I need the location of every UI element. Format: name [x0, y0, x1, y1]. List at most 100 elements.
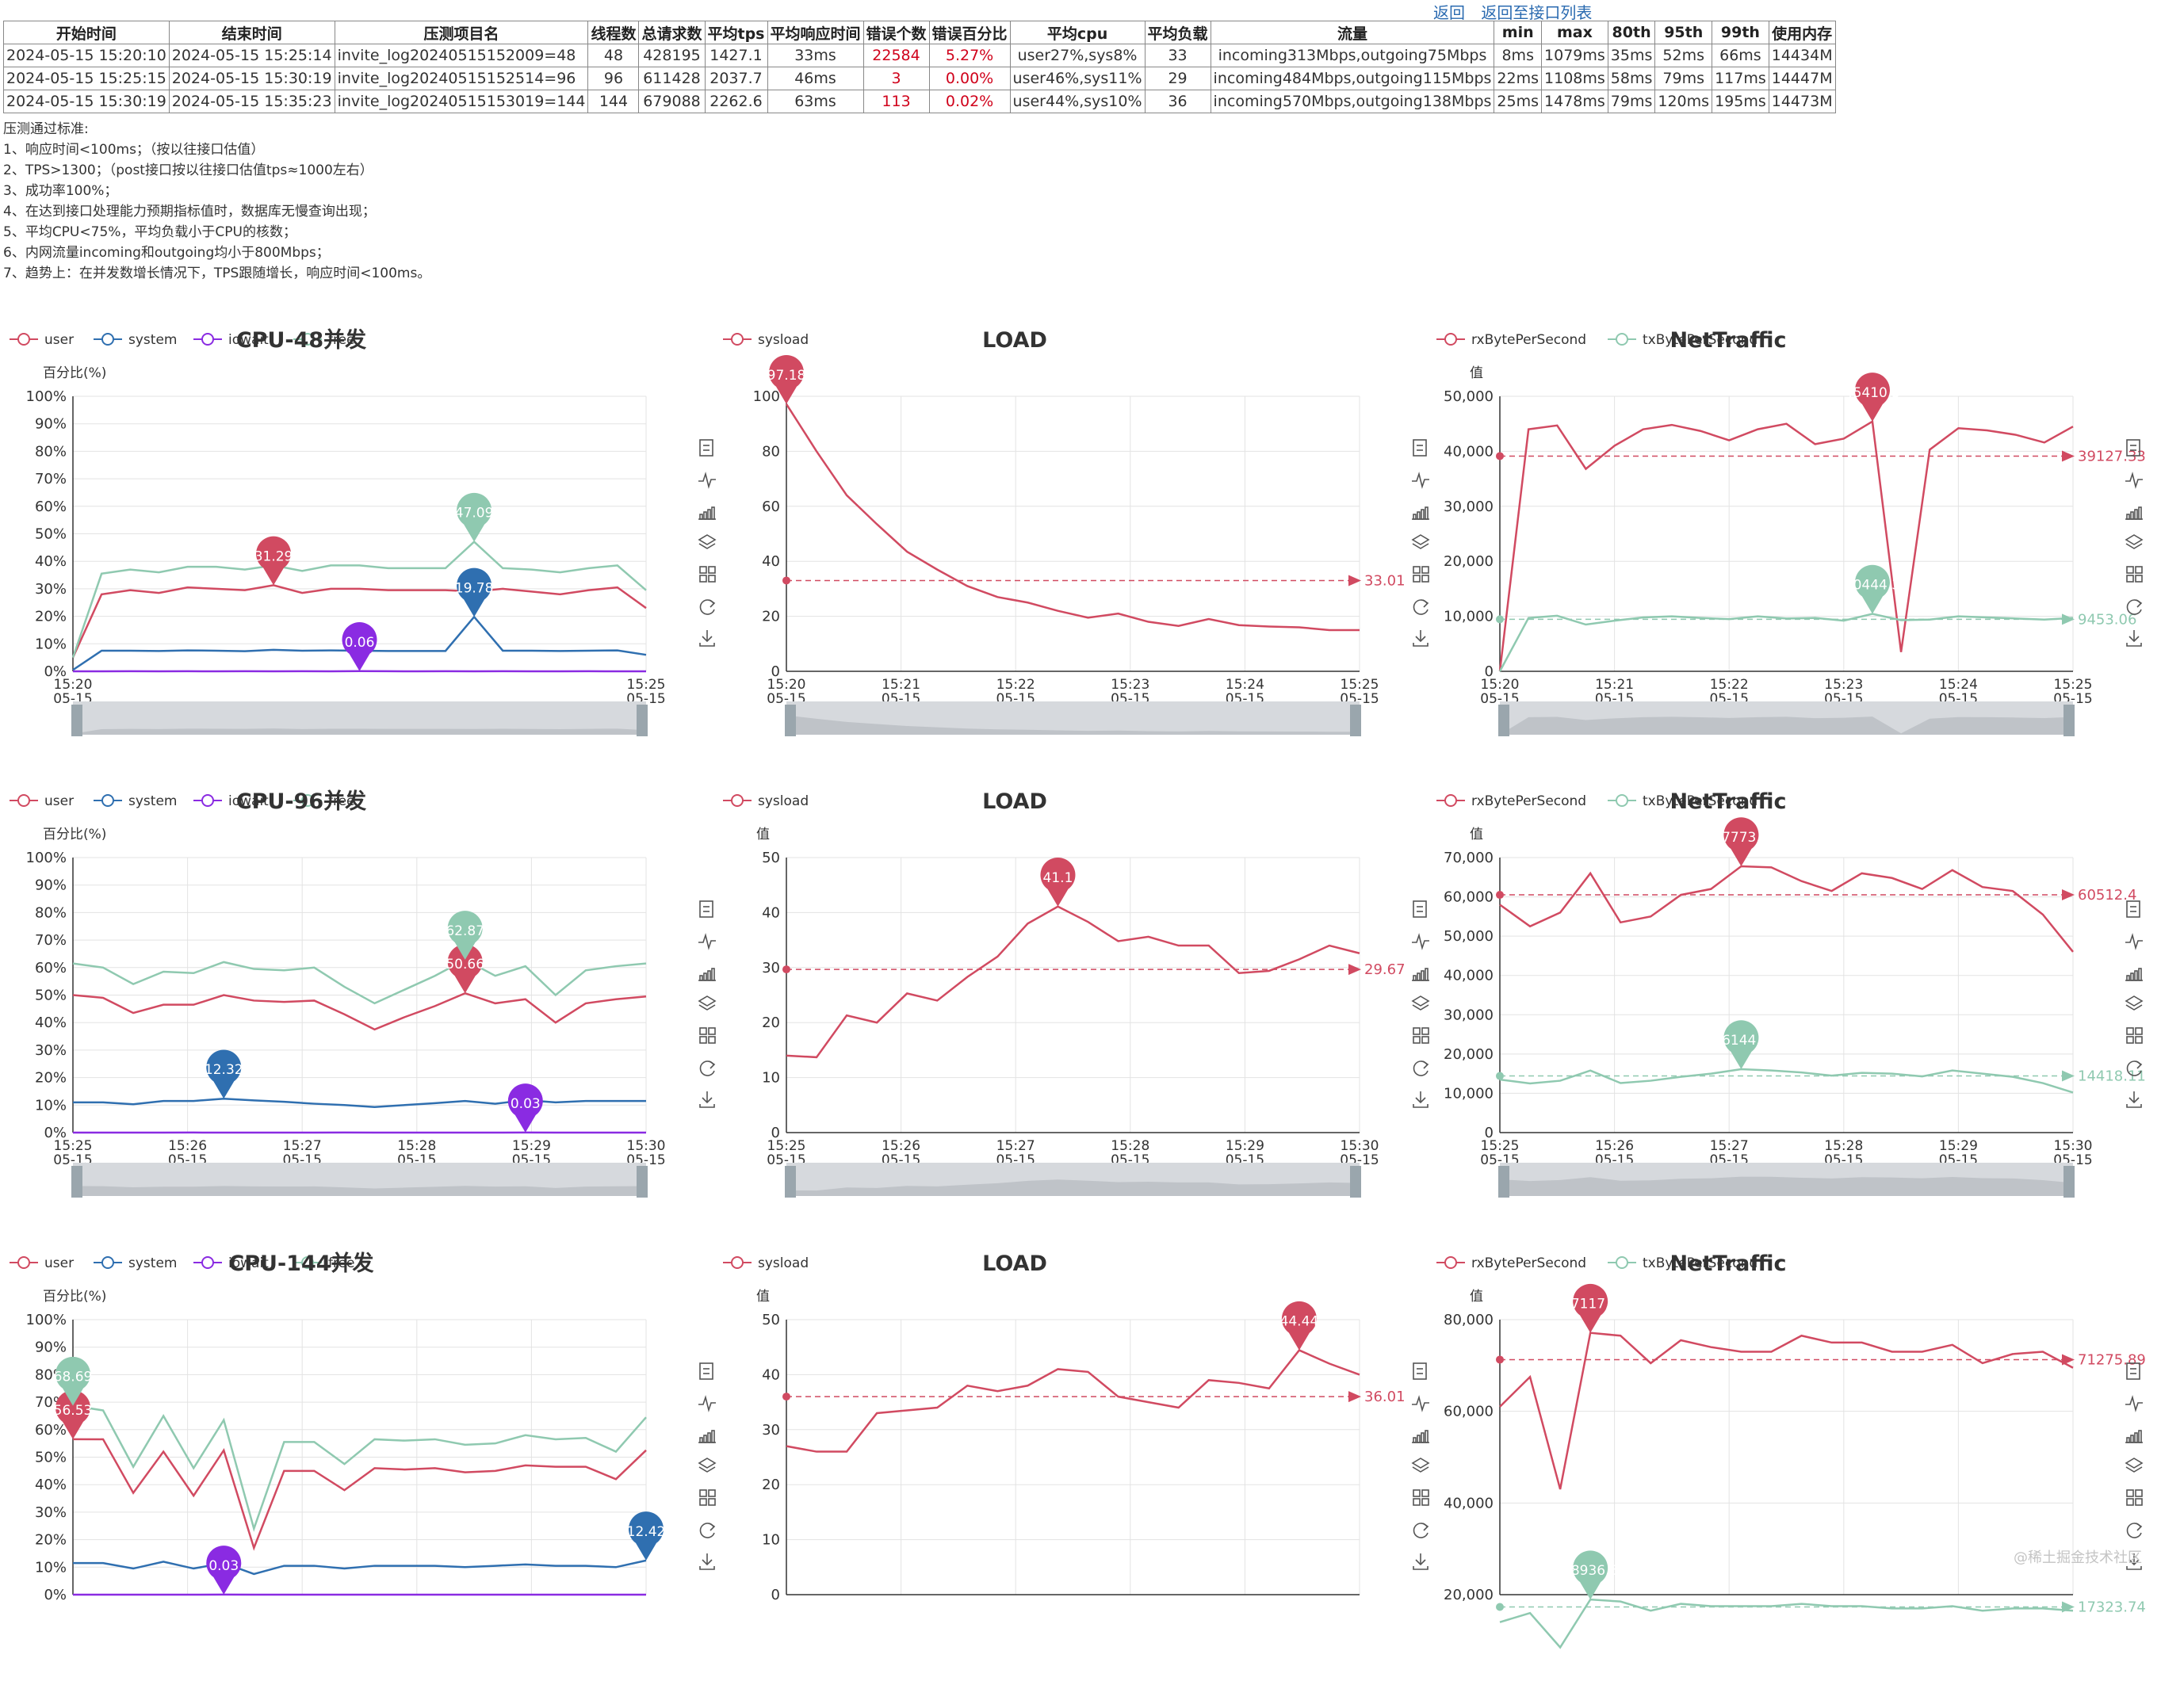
back-to-api-list-link[interactable]: 返回至接口列表: [1481, 3, 1592, 22]
download-icon[interactable]: [1413, 1553, 1428, 1569]
stack-icon[interactable]: [1413, 535, 1429, 548]
legend-item-rxBytePerSecond[interactable]: rxBytePerSecond: [1436, 332, 1586, 348]
legend-item-rxBytePerSecond[interactable]: rxBytePerSecond: [1436, 1255, 1586, 1271]
avg-line-start: [1496, 891, 1504, 899]
datazoom-handle-left[interactable]: [1498, 705, 1509, 736]
refresh-icon[interactable]: [701, 1523, 714, 1538]
line-chart-icon[interactable]: [2125, 1397, 2143, 1410]
legend-item-rxBytePerSecond[interactable]: rxBytePerSecond: [1436, 793, 1586, 809]
datazoom-handle-left[interactable]: [1498, 1166, 1509, 1198]
data-view-icon[interactable]: [1413, 901, 1426, 917]
max-marker-sysload: 44.44: [1280, 1301, 1319, 1351]
legend-item-user[interactable]: user: [10, 1255, 74, 1271]
bar-chart-icon[interactable]: [2125, 507, 2143, 519]
y-tick-label: 30%: [35, 1504, 67, 1521]
stack-icon[interactable]: [2126, 535, 2142, 548]
legend-item-user[interactable]: user: [10, 793, 74, 809]
refresh-icon[interactable]: [2128, 1523, 2141, 1538]
y-tick-label: 40,000: [1444, 968, 1494, 984]
data-view-icon[interactable]: [700, 1363, 713, 1379]
download-icon[interactable]: [700, 630, 714, 646]
table-cell: 79ms: [1655, 67, 1712, 90]
datazoom-handle-right[interactable]: [637, 705, 648, 736]
tile-icon[interactable]: [2127, 1028, 2142, 1043]
stack-icon[interactable]: [1413, 1458, 1429, 1472]
x-tick-label: 15:27: [996, 1138, 1035, 1154]
max-marker-system-label: 12.42: [627, 1524, 666, 1540]
legend-item-sysload[interactable]: sysload: [723, 332, 809, 348]
datazoom-handle-right[interactable]: [1350, 705, 1361, 736]
download-icon[interactable]: [2127, 630, 2141, 646]
download-icon[interactable]: [700, 1553, 714, 1569]
x-tick-label: 15:22: [996, 677, 1035, 693]
stack-icon[interactable]: [699, 1458, 715, 1472]
legend-item-system[interactable]: system: [94, 332, 177, 348]
datazoom-handle-left[interactable]: [71, 1166, 82, 1198]
max-marker-rxBytePerSecond: 77117.3: [1562, 1284, 1618, 1333]
data-view-icon[interactable]: [700, 440, 713, 456]
bar-chart-icon[interactable]: [2125, 1431, 2143, 1442]
stack-icon[interactable]: [699, 535, 715, 548]
download-icon[interactable]: [1413, 1091, 1428, 1107]
stack-icon[interactable]: [1413, 996, 1429, 1010]
refresh-icon[interactable]: [1414, 1523, 1428, 1538]
stack-icon[interactable]: [2126, 996, 2142, 1010]
legend-label: sysload: [758, 793, 809, 809]
data-view-icon[interactable]: [1413, 1363, 1426, 1379]
datazoom-handle-left[interactable]: [785, 1166, 796, 1198]
legend-marker: [1445, 334, 1456, 345]
datazoom-handle-right[interactable]: [637, 1166, 648, 1198]
download-icon[interactable]: [2127, 1091, 2141, 1107]
legend-item-sysload[interactable]: sysload: [723, 793, 809, 809]
refresh-icon[interactable]: [701, 1061, 714, 1076]
y-tick-label: 50,000: [1444, 928, 1494, 945]
download-icon[interactable]: [1413, 630, 1428, 646]
y-tick-label: 50%: [35, 1450, 67, 1466]
y-tick-label: 40%: [35, 1477, 67, 1493]
y-tick-label: 80%: [35, 904, 67, 921]
datazoom-handle-right[interactable]: [2063, 705, 2075, 736]
y-tick-label: 60%: [35, 960, 67, 976]
y-tick-label: 10,000: [1444, 609, 1494, 625]
datazoom-handle-left[interactable]: [785, 705, 796, 736]
refresh-icon[interactable]: [1414, 600, 1428, 614]
series-line-txBytePerSecond: [1500, 614, 2073, 671]
data-view-icon[interactable]: [700, 901, 713, 917]
y-tick-label: 40%: [35, 1014, 67, 1031]
criteria-line: 3、成功率100%；: [3, 181, 430, 201]
table-cell: 0.02%: [929, 90, 1010, 113]
legend-item-system[interactable]: system: [94, 1255, 177, 1271]
stack-icon[interactable]: [699, 996, 715, 1010]
line-chart-icon[interactable]: [2125, 474, 2143, 487]
refresh-icon[interactable]: [1414, 1061, 1428, 1076]
legend-item-system[interactable]: system: [94, 793, 177, 809]
table-header-cell: 结束时间: [169, 21, 335, 44]
max-marker-txBytePerSecond-label: 18936.5: [1562, 1563, 1618, 1579]
series-line-system: [73, 1099, 646, 1106]
max-marker-free-label: 68.69: [54, 1370, 93, 1385]
tile-icon[interactable]: [2127, 1490, 2142, 1505]
table-cell: 22ms: [1494, 67, 1542, 90]
table-cell: 113: [863, 90, 929, 113]
datazoom-handle-right[interactable]: [1350, 1166, 1361, 1198]
max-marker-txBytePerSecond: 18936.5: [1562, 1550, 1618, 1599]
table-cell: 195ms: [1712, 90, 1769, 113]
y-axis-label: 百分比(%): [43, 827, 106, 843]
chart-title: NetTraffic: [1670, 328, 1787, 353]
legend-item-user[interactable]: user: [10, 332, 74, 348]
criteria-line: 6、内网流量incoming和outgoing均小于800Mbps；: [3, 243, 430, 263]
bar-chart-icon[interactable]: [2125, 969, 2143, 980]
refresh-icon[interactable]: [701, 600, 714, 614]
table-cell: 2024-05-15 15:30:19: [169, 67, 335, 90]
datazoom-handle-left[interactable]: [71, 705, 82, 736]
data-view-icon[interactable]: [1413, 440, 1426, 456]
back-link[interactable]: 返回: [1433, 3, 1465, 22]
datazoom-handle-right[interactable]: [2063, 1166, 2075, 1198]
download-icon[interactable]: [700, 1091, 714, 1107]
stack-icon[interactable]: [2126, 1458, 2142, 1472]
tile-icon[interactable]: [2127, 567, 2142, 582]
y-tick-label: 20%: [35, 609, 67, 625]
legend-item-sysload[interactable]: sysload: [723, 1255, 809, 1271]
line-chart-icon[interactable]: [2125, 935, 2143, 948]
